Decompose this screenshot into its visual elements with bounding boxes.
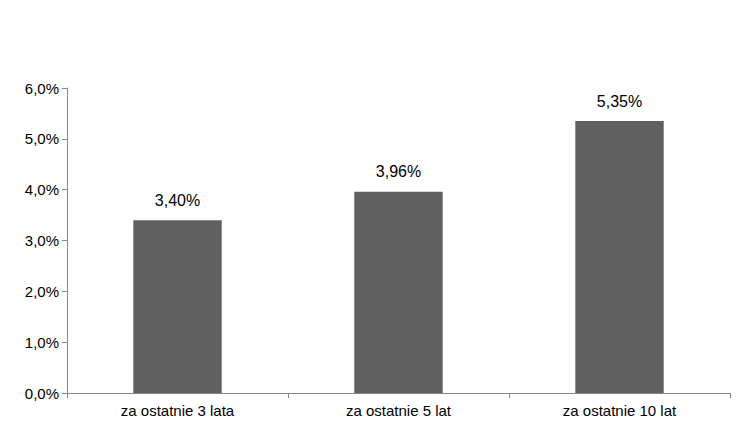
svg-text:1,0%: 1,0% <box>25 334 59 351</box>
svg-text:3,0%: 3,0% <box>25 232 59 249</box>
svg-text:4,0%: 4,0% <box>25 181 59 198</box>
svg-text:5,0%: 5,0% <box>25 130 59 147</box>
svg-text:za ostatnie 5 lat: za ostatnie 5 lat <box>346 402 452 419</box>
svg-text:za ostatnie 3 lata: za ostatnie 3 lata <box>121 402 235 419</box>
svg-text:5,35%: 5,35% <box>597 93 642 110</box>
svg-text:6,0%: 6,0% <box>25 80 59 97</box>
svg-text:3,96%: 3,96% <box>376 163 421 180</box>
svg-text:za ostatnie 10 lat: za ostatnie 10 lat <box>563 402 677 419</box>
svg-text:0,0%: 0,0% <box>25 385 59 402</box>
svg-text:2,0%: 2,0% <box>25 283 59 300</box>
svg-text:3,40%: 3,40% <box>155 192 200 209</box>
